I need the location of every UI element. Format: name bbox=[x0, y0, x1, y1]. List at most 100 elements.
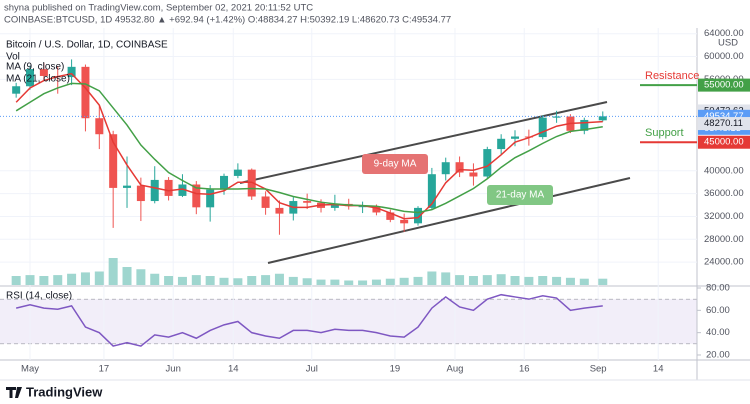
price-tag-label: 49534.77 bbox=[704, 111, 744, 122]
volume-bar bbox=[302, 278, 312, 285]
candle-body bbox=[233, 169, 242, 176]
volume-bar bbox=[385, 278, 395, 285]
candle-body bbox=[386, 212, 395, 220]
volume-bar bbox=[552, 276, 562, 285]
candle-body bbox=[67, 66, 76, 78]
x-tick-label: May bbox=[21, 364, 39, 375]
plot: 64000.0060000.0056000.0040000.0036000.00… bbox=[0, 28, 750, 380]
volume-bar bbox=[136, 269, 146, 285]
symbol-line: COINBASE:BTCUSD, 1D 49532.80 ▲ +692.94 (… bbox=[4, 15, 451, 26]
volume-bar bbox=[468, 276, 478, 285]
candle-body bbox=[39, 69, 48, 76]
volume-bar bbox=[108, 258, 118, 285]
volume-bar bbox=[565, 277, 575, 285]
volume-bar bbox=[53, 275, 63, 285]
candle-body bbox=[303, 201, 312, 203]
volume-bar bbox=[150, 273, 160, 285]
x-tick-label: Jun bbox=[166, 364, 181, 375]
volume-bar bbox=[510, 276, 520, 285]
candle-body bbox=[414, 207, 423, 224]
volume-bar bbox=[413, 276, 423, 285]
level-tag bbox=[698, 135, 750, 149]
candle-body bbox=[164, 179, 173, 196]
volume-bar bbox=[358, 280, 368, 285]
x-tick-label: Sep bbox=[590, 364, 607, 375]
candle-body bbox=[192, 184, 201, 208]
candle-body bbox=[26, 69, 35, 87]
volume-bar bbox=[39, 276, 49, 285]
volume-bar bbox=[25, 275, 35, 285]
x-tick-label: 14 bbox=[653, 364, 664, 375]
x-tick-label: Aug bbox=[447, 364, 464, 375]
volume-bar bbox=[598, 278, 608, 285]
candle-body bbox=[95, 118, 104, 135]
candle-body bbox=[109, 134, 118, 188]
y-tick-label: 28000.00 bbox=[704, 234, 744, 245]
y-tick-label: 32000.00 bbox=[704, 211, 744, 222]
x-tick-label: 19 bbox=[390, 364, 401, 375]
annotation-text: 21-day MA bbox=[496, 190, 545, 201]
author-line: shyna published on TradingView.com, Sept… bbox=[4, 3, 313, 14]
candle-body bbox=[483, 149, 492, 177]
volume-bar bbox=[427, 271, 437, 285]
x-tick-label: 16 bbox=[519, 364, 530, 375]
y-tick-label: 36000.00 bbox=[704, 188, 744, 199]
level-tag-label: 45000.00 bbox=[704, 137, 744, 148]
volume-bar bbox=[11, 276, 21, 285]
price-tag-label: 48270.11 bbox=[704, 118, 743, 129]
rsi-legend: RSI (14, close) bbox=[6, 291, 72, 302]
candle-body bbox=[358, 206, 367, 208]
candle-body bbox=[81, 66, 90, 119]
annotation-box bbox=[362, 154, 428, 174]
candle-body bbox=[261, 196, 270, 208]
x-tick-label: 17 bbox=[99, 364, 110, 375]
volume-bar bbox=[205, 276, 215, 285]
volume-bar bbox=[261, 275, 271, 285]
volume-bar bbox=[122, 267, 132, 285]
rsi-line bbox=[15, 293, 603, 347]
volume-bar bbox=[177, 276, 187, 285]
y-tick-label: 64000.00 bbox=[704, 28, 744, 39]
trend-line bbox=[267, 177, 631, 264]
candle-body bbox=[206, 189, 215, 208]
logo bbox=[6, 387, 22, 398]
y-tick-label: 24000.00 bbox=[704, 257, 744, 268]
y-tick-label: 40000.00 bbox=[704, 165, 744, 176]
price-tag bbox=[698, 117, 750, 131]
currency: USD bbox=[718, 38, 738, 49]
volume-bar bbox=[316, 279, 326, 285]
volume-bar bbox=[538, 276, 548, 285]
candle-body bbox=[178, 184, 187, 196]
annotation-box bbox=[487, 185, 553, 205]
trend-line bbox=[239, 101, 608, 184]
candle-body bbox=[580, 119, 589, 131]
candle-body bbox=[598, 116, 607, 121]
candle-body bbox=[441, 162, 450, 175]
candle-body bbox=[220, 175, 229, 190]
candle-body bbox=[511, 136, 520, 139]
volume-bar bbox=[371, 279, 381, 285]
level-tag-label: 55000.00 bbox=[704, 80, 744, 91]
candle-body bbox=[400, 219, 409, 224]
level-name: Support bbox=[645, 127, 684, 139]
volume-bar bbox=[288, 276, 298, 285]
candle-body bbox=[275, 207, 284, 214]
volume-bar bbox=[247, 276, 257, 285]
volume-legend: Vol bbox=[6, 52, 20, 63]
rsi-band bbox=[0, 299, 697, 344]
volume-bar bbox=[496, 274, 506, 285]
annotation-text: 9-day MA bbox=[374, 159, 417, 170]
volume-bar bbox=[233, 278, 243, 285]
candle-body bbox=[150, 179, 159, 202]
volume-bar bbox=[80, 272, 90, 285]
y-tick-label: 60000.00 bbox=[704, 51, 744, 62]
candle-body bbox=[12, 86, 21, 94]
volume-bar bbox=[219, 277, 229, 285]
candle-body bbox=[469, 172, 478, 177]
footer-brand: TradingView bbox=[26, 384, 103, 399]
candle-body bbox=[538, 117, 547, 138]
chart-title: Bitcoin / U.S. Dollar, 1D, COINBASE bbox=[6, 40, 168, 51]
volume-bar bbox=[344, 280, 354, 285]
ma-line bbox=[15, 82, 603, 214]
